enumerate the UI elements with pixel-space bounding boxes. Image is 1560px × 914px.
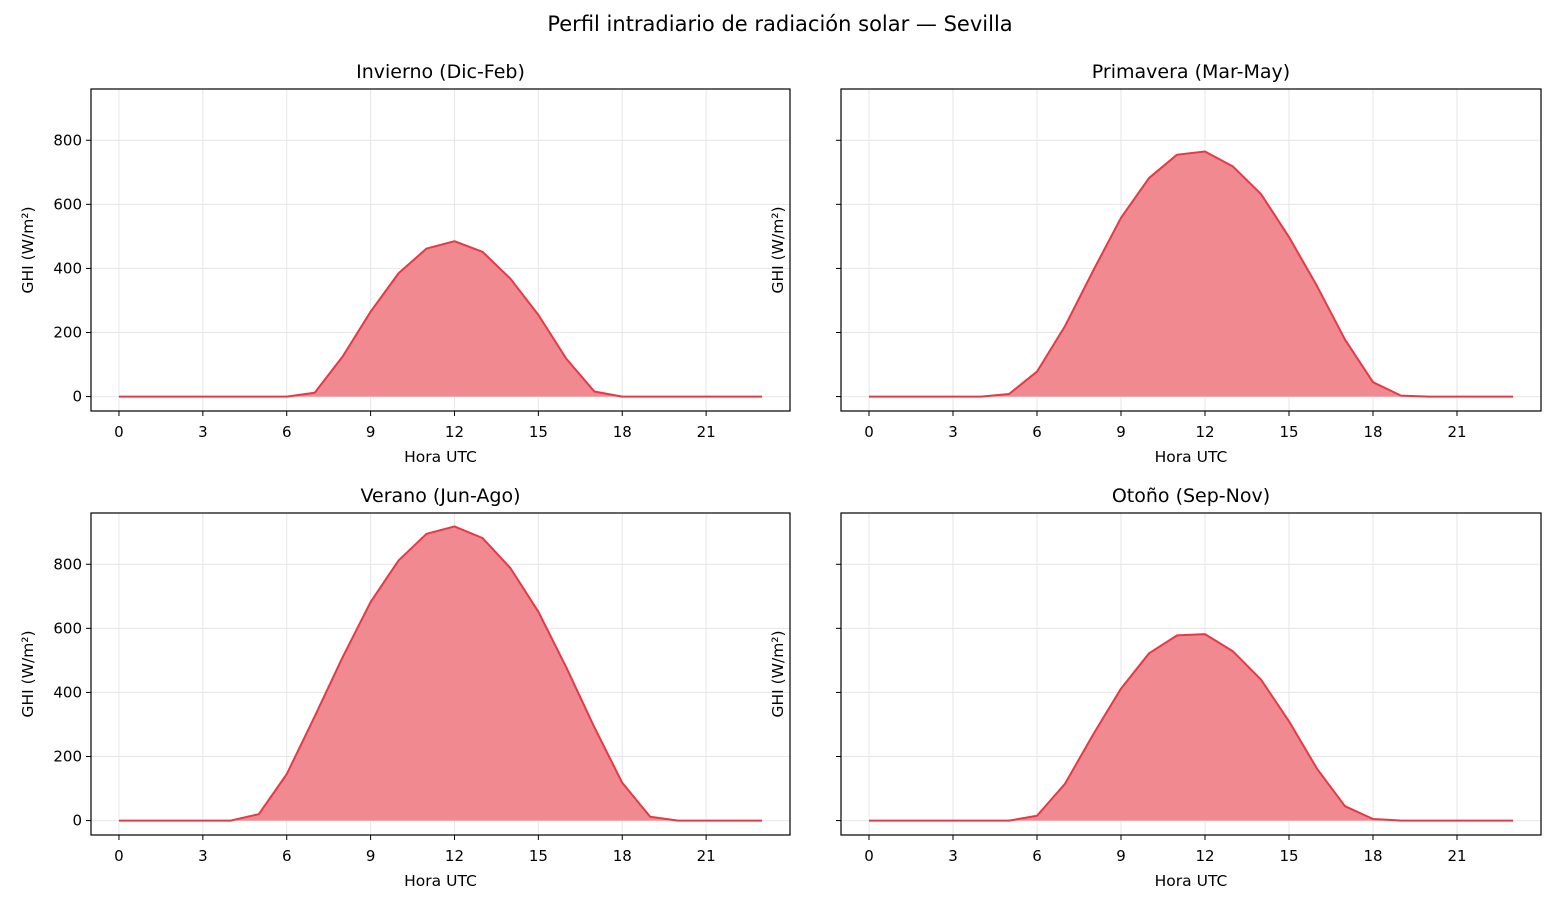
y-tick-label: 200	[53, 748, 82, 766]
x-tick-label: 15	[1279, 847, 1298, 865]
y-axis-label: GHI (W/m²)	[19, 630, 37, 717]
y-axis-label: GHI (W/m²)	[769, 630, 787, 717]
x-tick-label: 21	[697, 847, 716, 865]
x-tick-label: 9	[366, 847, 376, 865]
x-tick-label: 0	[864, 423, 874, 441]
x-axis-label: Hora UTC	[404, 872, 477, 890]
x-tick-label: 12	[1195, 423, 1214, 441]
subplot-1: 0 3 6 9 12 15 18 21 0 200 400 600 800 Invierno (Dic-F…	[19, 61, 791, 466]
x-tick-label: 15	[1279, 423, 1298, 441]
subplot-title: Primavera (Mar-May)	[1092, 61, 1290, 83]
x-tick-label: 12	[445, 847, 464, 865]
x-tick-label: 6	[282, 847, 292, 865]
x-tick-label: 9	[366, 423, 376, 441]
x-tick-label: 3	[948, 423, 958, 441]
series-line	[869, 633, 1513, 822]
series-line	[118, 525, 763, 822]
x-tick-label: 12	[1195, 847, 1214, 865]
x-tick-label: 6	[1032, 423, 1042, 441]
x-tick-label: 18	[1363, 847, 1382, 865]
subplot-title: Otoño (Sep-Nov)	[1112, 485, 1270, 507]
x-tick-label: 15	[529, 847, 548, 865]
y-tick-label: 0	[72, 388, 82, 406]
x-tick-label: 3	[948, 847, 958, 865]
x-tick-label: 0	[864, 847, 874, 865]
series-area	[118, 526, 763, 821]
x-tick-label: 21	[1447, 423, 1466, 441]
x-axis-label: Hora UTC	[1155, 872, 1228, 890]
subplot-title: Invierno (Dic-Feb)	[356, 61, 525, 83]
y-axis-label: GHI (W/m²)	[769, 206, 787, 293]
x-axis-label: Hora UTC	[1155, 448, 1228, 466]
x-tick-label: 6	[1032, 847, 1042, 865]
y-tick-label: 600	[53, 619, 82, 637]
x-tick-label: 21	[1447, 847, 1466, 865]
x-tick-label: 3	[198, 847, 208, 865]
series-area	[869, 151, 1513, 397]
x-tick-label: 21	[697, 423, 716, 441]
x-tick-label: 6	[282, 423, 292, 441]
x-tick-label: 9	[1116, 423, 1126, 441]
x-tick-label: 9	[1116, 847, 1126, 865]
axes-frame	[90, 512, 791, 836]
y-tick-label: 400	[53, 259, 82, 277]
subplot-3: 0 3 6 9 12 15 18 21 0 200 400 600 800 Verano (Jun-Ago…	[19, 485, 791, 890]
y-tick-label: 800	[53, 555, 82, 573]
x-tick-label: 18	[613, 423, 632, 441]
series-line	[869, 150, 1513, 398]
y-tick-label: 200	[53, 324, 82, 342]
series-line	[118, 240, 763, 398]
subplot-title: Verano (Jun-Ago)	[360, 485, 520, 507]
y-axis-label: GHI (W/m²)	[19, 206, 37, 293]
y-tick-label: 800	[53, 131, 82, 149]
series-area	[118, 241, 763, 397]
subplot-2: 0 3 6 9 12 15 18 21 Primavera (Mar-May) Hora UTC G…	[769, 61, 1542, 466]
subplot-4: 0 3 6 9 12 15 18 21 Otoño (Sep-Nov) Hora UTC GHI (…	[769, 485, 1542, 890]
y-tick-label: 600	[53, 195, 82, 213]
x-tick-label: 3	[198, 423, 208, 441]
x-tick-label: 15	[529, 423, 548, 441]
axes-frame	[90, 88, 791, 412]
x-tick-label: 18	[613, 847, 632, 865]
axes-frame	[840, 512, 1542, 836]
x-tick-label: 18	[1363, 423, 1382, 441]
x-tick-label: 12	[445, 423, 464, 441]
x-tick-label: 0	[114, 423, 124, 441]
x-axis-label: Hora UTC	[404, 448, 477, 466]
x-tick-label: 0	[114, 847, 124, 865]
axes-frame	[840, 88, 1542, 412]
y-tick-label: 0	[72, 812, 82, 830]
series-area	[869, 634, 1513, 821]
y-tick-label: 400	[53, 683, 82, 701]
figure-suptitle: Perfil intradiario de radiación solar — …	[547, 12, 1013, 36]
